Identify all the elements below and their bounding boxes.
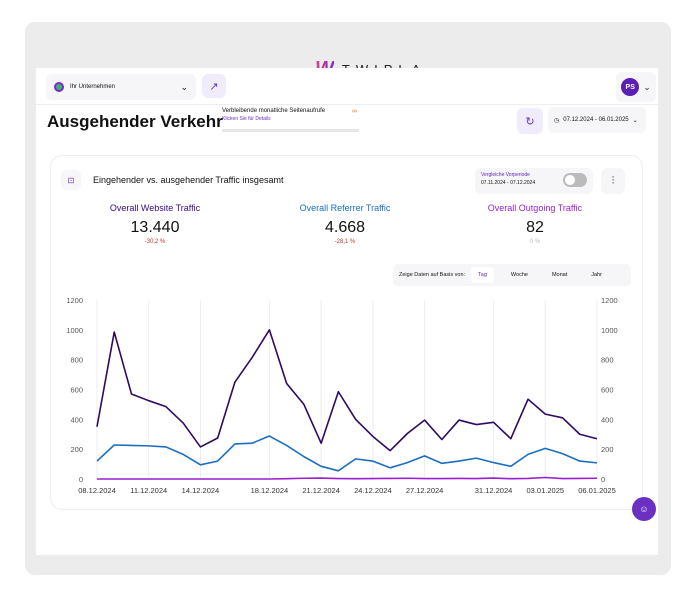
series-line-referrer bbox=[96, 435, 598, 472]
refresh-icon: ↻ bbox=[525, 115, 535, 128]
y-tick-label-left: 1200 bbox=[66, 296, 83, 305]
x-tick-label: 03.01.2025 bbox=[527, 486, 565, 495]
y-tick-label-left: 1000 bbox=[66, 326, 83, 335]
x-tick-label: 18.12.2024 bbox=[251, 486, 289, 495]
avatar: PS bbox=[621, 78, 640, 96]
compare-label: Vergleiche Vorperiode bbox=[481, 172, 530, 178]
user-menu[interactable]: PS ⌄ bbox=[616, 72, 656, 102]
kpi-value: 13.440 bbox=[130, 219, 180, 236]
external-link-icon: ↗ bbox=[209, 80, 219, 93]
kpi-label: Overall Website Traffic bbox=[109, 203, 201, 213]
clock-icon: ◷ bbox=[554, 117, 560, 124]
chevron-down-icon: ⌄ bbox=[180, 81, 188, 92]
chart-type-button[interactable]: ⊡ bbox=[61, 170, 81, 190]
chevron-down-icon: ⌄ bbox=[632, 117, 638, 124]
external-link-button[interactable]: ↗ bbox=[202, 74, 226, 98]
y-tick-label-left: 800 bbox=[70, 356, 83, 365]
period-selector: Zeige Daten auf Basis von: Tag Woche Monat J… bbox=[393, 264, 631, 286]
chevron-down-icon: ⌄ bbox=[643, 81, 651, 92]
period-woche[interactable]: Woche bbox=[510, 272, 528, 278]
period-jahr[interactable]: Jahr bbox=[591, 272, 602, 278]
chat-icon: ☺ bbox=[639, 504, 649, 514]
y-tick-label-right: 1200 bbox=[601, 296, 618, 305]
y-tick-label-right: 400 bbox=[601, 415, 614, 424]
company-icon bbox=[54, 82, 64, 92]
kpi-change: -28,1 % bbox=[334, 239, 356, 245]
date-range-picker[interactable]: ◷ 07.12.2024 - 06.01.2025 ⌄ bbox=[548, 107, 646, 133]
page-title: Ausgehender Verkehr bbox=[47, 112, 223, 131]
company-selector[interactable]: Ihr Unternehmen ⌄ bbox=[46, 74, 196, 100]
series-line-outgoing bbox=[97, 476, 598, 480]
series-line-website bbox=[96, 329, 598, 452]
quota-label: Verbleibende monatliche Seitenaufrufe bbox=[222, 108, 326, 114]
kpi-value: 4.668 bbox=[324, 219, 366, 236]
y-tick-label-right: 200 bbox=[601, 445, 614, 454]
period-tag[interactable]: Tag bbox=[471, 267, 494, 283]
quota-details-link[interactable]: Klicken Sie für Details bbox=[222, 116, 271, 122]
quota-value: ∞ bbox=[352, 108, 357, 115]
divider bbox=[36, 104, 658, 105]
kpi-change: 0 % bbox=[529, 239, 541, 245]
kpi-value: 82 bbox=[526, 219, 544, 236]
company-name: Ihr Unternehmen bbox=[70, 84, 116, 90]
kpi-referrer: Overall Referrer Traffic 4.668 -28,1 % bbox=[265, 203, 425, 245]
kpi-label: Overall Outgoing Traffic bbox=[487, 203, 583, 213]
y-tick-label-left: 200 bbox=[70, 445, 83, 454]
quota-info[interactable]: Verbleibende monatliche Seitenaufrufe Kli… bbox=[222, 108, 325, 122]
x-tick-label: 21.12.2024 bbox=[302, 486, 340, 495]
compare-toggle[interactable] bbox=[563, 173, 587, 187]
x-tick-label: 06.01.2025 bbox=[578, 486, 616, 495]
x-tick-label: 08.12.2024 bbox=[78, 486, 116, 495]
compare-previous-period[interactable]: Vergleiche Vorperiode 07.11.2024 - 07.12.… bbox=[475, 168, 593, 194]
y-tick-label-right: 0 bbox=[601, 475, 605, 484]
refresh-button[interactable]: ↻ bbox=[517, 108, 543, 134]
x-tick-label: 31.12.2024 bbox=[475, 486, 513, 495]
kpi-outgoing: Overall Outgoing Traffic 82 0 % bbox=[455, 203, 615, 245]
compare-range: 07.11.2024 - 07.12.2024 bbox=[481, 180, 536, 186]
period-label: Zeige Daten auf Basis von: bbox=[399, 272, 466, 278]
period-monat[interactable]: Monat bbox=[551, 272, 568, 278]
date-range: 07.12.2024 - 06.01.2025 bbox=[563, 117, 629, 123]
y-tick-label-right: 1000 bbox=[601, 326, 618, 335]
chat-button[interactable]: ☺ bbox=[632, 497, 656, 521]
x-tick-label: 14.12.2024 bbox=[182, 486, 220, 495]
y-tick-label-right: 600 bbox=[601, 386, 614, 395]
kpi-label: Overall Referrer Traffic bbox=[299, 203, 391, 213]
y-tick-label-right: 800 bbox=[601, 356, 614, 365]
settings-button[interactable]: ⫶ bbox=[601, 168, 625, 194]
kpi-change: -30,2 % bbox=[144, 239, 166, 245]
card-title: Eingehender vs. ausgehender Traffic insg… bbox=[93, 175, 284, 185]
y-tick-label-left: 400 bbox=[70, 415, 83, 424]
sliders-icon: ⫶ bbox=[611, 174, 615, 187]
x-tick-label: 27.12.2024 bbox=[406, 486, 444, 495]
line-chart-icon: ⊡ bbox=[67, 175, 75, 185]
y-tick-label-left: 0 bbox=[79, 475, 83, 484]
quota-bar bbox=[222, 129, 359, 132]
x-tick-label: 11.12.2024 bbox=[130, 486, 167, 495]
y-tick-label-left: 600 bbox=[70, 386, 83, 395]
kpi-website: Overall Website Traffic 13.440 -30,2 % bbox=[75, 203, 235, 245]
x-tick-label: 24.12.2024 bbox=[354, 486, 392, 495]
